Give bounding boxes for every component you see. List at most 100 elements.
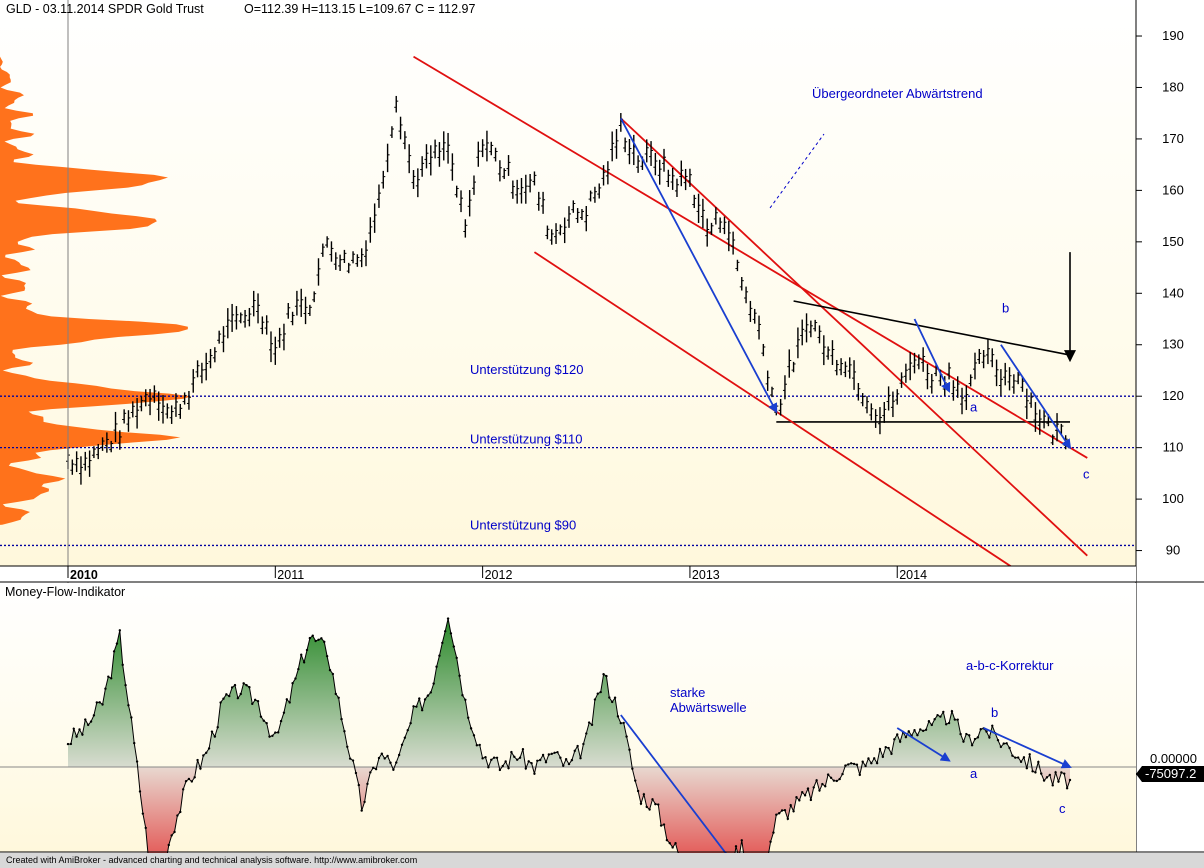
- y-tick-label: 90: [1166, 543, 1180, 558]
- footer-credit: Created with AmiBroker - advanced charti…: [0, 853, 1204, 868]
- money-flow-point: [544, 760, 548, 764]
- ohlc-bar: [156, 391, 161, 421]
- money-flow-point: [1028, 753, 1031, 756]
- ohlc-bar: [791, 361, 796, 373]
- money-flow-point: [112, 650, 116, 653]
- money-flow-point: [492, 756, 496, 759]
- ohlc-bar: [238, 312, 243, 324]
- ohlc-bar: [528, 173, 533, 193]
- ohlc-bar: [679, 160, 684, 187]
- money-flow-point: [372, 766, 375, 770]
- money-flow-point: [996, 738, 1000, 742]
- channel-line: [413, 55, 1088, 459]
- ohlc-bar: [662, 148, 667, 172]
- money-flow-point: [288, 701, 291, 704]
- chart-title: GLD - 03.11.2014 SPDR Gold Trust: [6, 2, 204, 16]
- money-flow-point: [829, 776, 833, 779]
- ohlc-bar: [584, 205, 589, 232]
- annotation-labels: Unterstützung $120 Unterstützung $110 Unte…: [470, 86, 1090, 532]
- ohlc-bar: [921, 347, 926, 372]
- ohlc-bar: [515, 179, 520, 204]
- blue-trend-arrow: [1000, 344, 1072, 450]
- ohlc-bar: [510, 180, 515, 199]
- money-flow-point: [631, 767, 634, 770]
- ohlc-bar: [852, 360, 857, 390]
- money-flow-point: [671, 846, 674, 849]
- money-flow-point: [852, 762, 856, 766]
- money-flow-point: [392, 768, 395, 771]
- ohlc-bar: [826, 346, 831, 360]
- ohlc-bar: [480, 139, 485, 158]
- ohlc-bar: [437, 142, 442, 167]
- ohlc-readout: O=112.39 H=113.15 L=109.67 C = 112.97: [244, 2, 475, 16]
- ohlc-bar: [199, 362, 204, 384]
- money-flow-point: [634, 779, 637, 782]
- money-flow-point: [302, 661, 306, 664]
- money-flow-point: [916, 733, 919, 737]
- ohlc-bar: [1011, 374, 1016, 394]
- ohlc-bar: [929, 373, 934, 394]
- ohlc-bar: [968, 374, 973, 387]
- ohlc-bar: [234, 306, 239, 330]
- money-flow-point: [515, 758, 519, 762]
- money-flow-point: [78, 728, 81, 731]
- money-flow-point: [130, 716, 133, 719]
- money-flow-point: [279, 719, 283, 723]
- money-flow-point: [184, 779, 188, 783]
- ohlc-bar: [87, 450, 92, 477]
- money-flow-point: [596, 692, 599, 695]
- indicator-annotation: c: [1059, 801, 1066, 816]
- money-flow-point: [674, 842, 677, 845]
- money-flow-point: [236, 696, 240, 700]
- ohlc-bar: [130, 401, 135, 418]
- y-tick-label: 130: [1162, 337, 1184, 352]
- money-flow-point: [441, 641, 444, 645]
- money-flow-point: [377, 756, 381, 760]
- ohlc-bar: [519, 177, 524, 204]
- money-flow-point: [1068, 778, 1072, 782]
- money-flow-point: [798, 799, 801, 802]
- money-flow-point: [772, 831, 775, 834]
- money-flow-arrow: [896, 727, 951, 762]
- money-flow-point: [593, 698, 597, 701]
- ohlc-bar: [1016, 372, 1021, 385]
- money-flow-point: [599, 690, 602, 694]
- ohlc-bar: [744, 286, 749, 304]
- money-flow-point: [107, 675, 110, 678]
- money-flow-point: [389, 761, 392, 764]
- money-flow-point: [1057, 780, 1060, 783]
- money-flow-point: [973, 737, 977, 741]
- ohlc-bar: [1042, 409, 1047, 429]
- money-flow-point: [821, 782, 824, 786]
- money-flow-arrow: [983, 727, 1072, 769]
- money-flow-point: [101, 703, 104, 706]
- money-flow-point: [432, 682, 435, 685]
- money-flow-point: [919, 728, 922, 731]
- ohlc-bar: [644, 139, 649, 163]
- ohlc-bar: [839, 358, 844, 376]
- ohlc-bar: [290, 311, 295, 326]
- ohlc-bar: [489, 141, 494, 156]
- money-flow-point: [1011, 754, 1014, 757]
- money-flow-point: [196, 758, 199, 762]
- ohlc-bar: [700, 198, 705, 229]
- indicator-title: Money-Flow-Indikator: [5, 585, 125, 599]
- ohlc-bar: [161, 395, 166, 424]
- y-tick-label: 100: [1162, 491, 1184, 506]
- ohlc-bar: [575, 208, 580, 223]
- money-flow-point: [832, 779, 836, 782]
- ohlc-bar: [523, 174, 528, 204]
- ohlc-bar: [307, 304, 312, 316]
- ohlc-bar: [446, 132, 451, 164]
- y-tick-label: 180: [1162, 79, 1184, 94]
- money-flow-point: [573, 749, 576, 753]
- ohlc-bar: [376, 184, 381, 208]
- money-flow-point: [979, 728, 982, 731]
- money-flow-point: [213, 735, 217, 738]
- price-axis-area: [1136, 0, 1204, 566]
- money-flow-point: [268, 735, 271, 738]
- money-flow-point: [1008, 746, 1011, 750]
- money-flow-point: [429, 691, 432, 694]
- ohlc-bar: [342, 249, 347, 263]
